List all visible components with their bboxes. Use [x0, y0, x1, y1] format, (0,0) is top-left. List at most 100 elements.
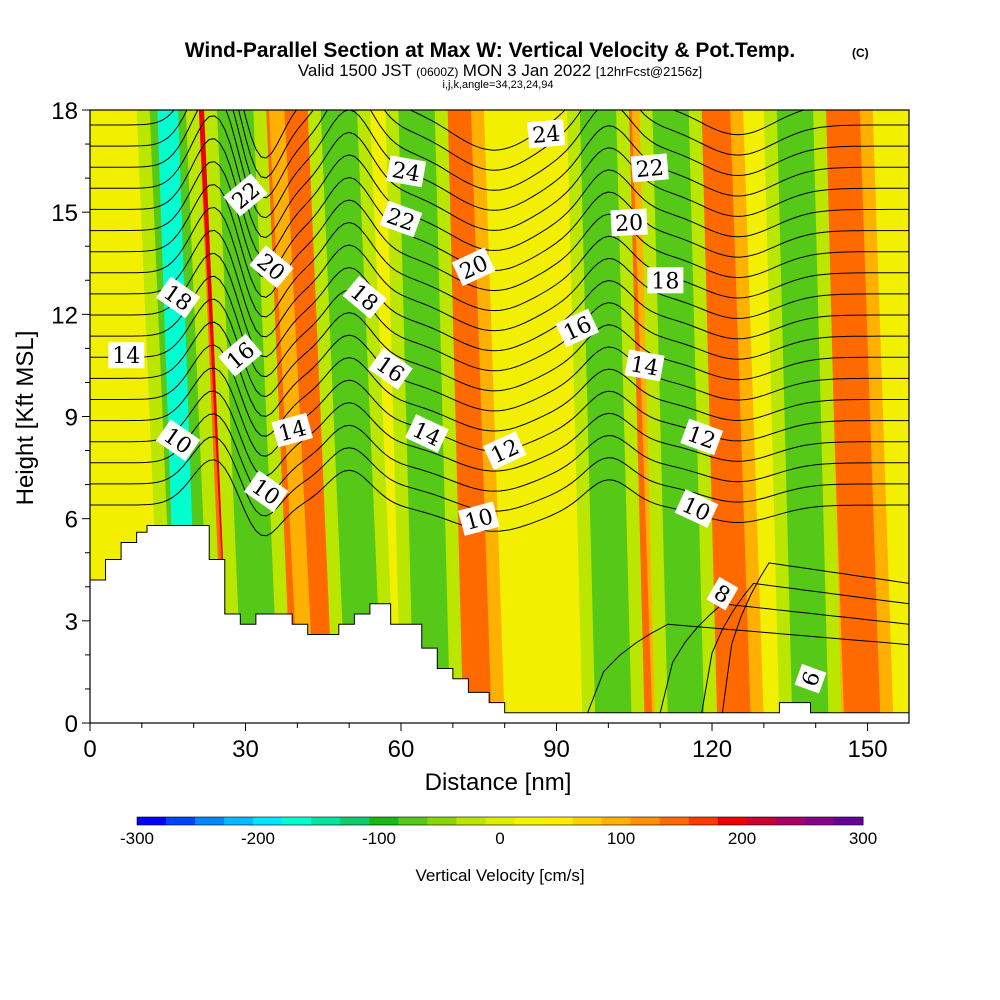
- contour-label-text: 24: [390, 158, 422, 187]
- contour-label: 18: [647, 267, 684, 294]
- colorbar-swatch: [659, 817, 690, 825]
- x-tick-label: 90: [543, 736, 570, 763]
- chart-title: Wind-Parallel Section at Max W: Vertical…: [185, 39, 796, 62]
- contour-label-box: [630, 153, 669, 183]
- y-tick-label: 18: [51, 98, 78, 125]
- theta-contour-line: [721, 562, 909, 713]
- contour-label-box: [218, 333, 263, 377]
- colorbar-swatch: [746, 817, 777, 825]
- x-tick-label: 60: [388, 736, 415, 763]
- colorbar-swatch: [543, 817, 574, 825]
- contour-label-text: 14: [112, 344, 140, 369]
- y-tick-label: 9: [65, 405, 78, 432]
- colorbar-swatch: [456, 817, 486, 825]
- colorbar-tick-label: 300: [849, 829, 877, 848]
- colorbar-swatch: [834, 817, 864, 825]
- theta-contour-line: [90, 275, 909, 378]
- contour-label-box: [706, 576, 739, 611]
- y-tick-label: 3: [65, 609, 78, 636]
- contour-label-box: [624, 349, 665, 382]
- y-tick-label: 12: [51, 302, 78, 329]
- theta-contour-line: [90, 138, 909, 258]
- contour-label-box: [405, 414, 449, 453]
- contour-label-box: [794, 663, 827, 694]
- contour-label-box: [342, 275, 387, 319]
- contour-label-box: [674, 489, 719, 528]
- x-axis: 0 30 60 90 120 150: [83, 723, 888, 763]
- valid-utc: (0600Z): [416, 65, 458, 79]
- y-tick-label: 6: [65, 507, 78, 534]
- contour-label: 14: [624, 349, 665, 382]
- x-tick-label: 120: [692, 736, 732, 763]
- colorbar-swatch: [485, 817, 515, 825]
- theta-contour-line: [90, 298, 909, 398]
- colorbar-swatch: [630, 817, 661, 825]
- contour-label-box: [155, 276, 201, 319]
- x-tick-label: 30: [232, 736, 259, 763]
- contour-label-box: [108, 342, 145, 369]
- theta-contour-line: [90, 206, 909, 318]
- colorbar-label: Vertical Velocity [cm/s]: [415, 866, 584, 885]
- colorbar-swatch: [311, 817, 341, 825]
- contour-label-box: [249, 245, 294, 289]
- colorbar-swatch: [340, 817, 370, 825]
- theta-contour-line: [90, 115, 909, 239]
- contour-label-text: 22: [635, 156, 665, 183]
- contour-label-box: [386, 155, 427, 188]
- theta-contour-line: [90, 413, 909, 497]
- theta-contour-line: [90, 184, 909, 298]
- contour-label-box: [243, 470, 289, 513]
- colorbar-swatch: [427, 817, 457, 825]
- contour-label-box: [451, 247, 496, 287]
- contour-label: 10: [243, 470, 289, 513]
- y-axis-label: Height [Kft MSL]: [12, 331, 39, 506]
- contour-label-box: [223, 173, 268, 217]
- x-tick-label: 0: [83, 736, 96, 763]
- theta-contour-line: [90, 252, 909, 358]
- contour-label-text: 20: [615, 211, 644, 237]
- colorbar-swatch: [717, 817, 748, 825]
- theta-contour-line: [90, 436, 909, 517]
- downdraft-core: [579, 110, 632, 723]
- contour-label: 24: [386, 155, 427, 188]
- contour-label-box: [379, 200, 423, 238]
- colorbar-tick-label: -300: [120, 829, 154, 848]
- contour-label: 22: [379, 200, 423, 238]
- terrain: [90, 524, 909, 723]
- downdraft-core: [398, 110, 451, 723]
- x-tick-label: 150: [848, 736, 888, 763]
- colorbar-swatch: [775, 817, 806, 825]
- theta-contour-line: [243, 110, 806, 159]
- contour-label-box: [271, 412, 313, 448]
- contour-label: 22: [630, 153, 669, 183]
- contour-label-box: [610, 208, 648, 237]
- colorbar-swatch: [195, 817, 225, 825]
- y-axis: 0 3 6 9 12 15 18: [51, 98, 90, 738]
- theta-contour-line: [90, 229, 909, 338]
- colorbar-tick-label: 100: [607, 829, 635, 848]
- contour-label: 12: [680, 418, 724, 456]
- colorbar-swatch: [601, 817, 632, 825]
- contour-label: 24: [527, 119, 566, 149]
- x-axis-label: Distance [nm]: [425, 769, 572, 796]
- colorbar-tick-label: -100: [362, 829, 396, 848]
- colorbar-swatch: [398, 817, 428, 825]
- contour-label-box: [647, 267, 684, 294]
- colorbar-swatch: [804, 817, 835, 825]
- contour-label-box: [680, 418, 724, 456]
- colorbar: [136, 816, 864, 826]
- theta-contour-line: [659, 603, 909, 713]
- colorbar-swatch: [572, 817, 603, 825]
- updraft-core: [693, 110, 751, 723]
- theta-contour-line: [701, 582, 909, 713]
- contour-label: 10: [458, 501, 500, 536]
- colorbar-swatch: [166, 817, 196, 825]
- y-tick-label: 0: [65, 711, 78, 738]
- contour-label-text: 24: [531, 122, 561, 149]
- contour-label-box: [527, 119, 566, 149]
- valid-date: MON 3 Jan 2022: [463, 61, 592, 80]
- copyright-mark: (C): [852, 46, 869, 60]
- colorbar-swatch: [282, 817, 312, 825]
